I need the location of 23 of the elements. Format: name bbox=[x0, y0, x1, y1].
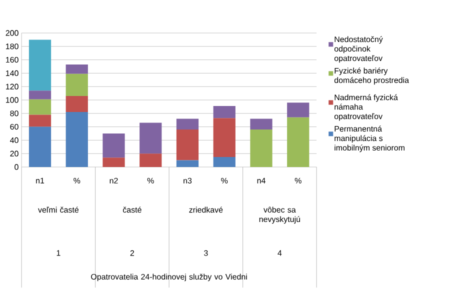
bar bbox=[176, 118, 199, 130]
bar bbox=[287, 102, 310, 118]
bar bbox=[140, 154, 162, 167]
bar bbox=[176, 160, 199, 167]
bar bbox=[66, 112, 88, 167]
bar bbox=[28, 40, 52, 91]
bar bbox=[66, 64, 88, 74]
bar bbox=[213, 156, 236, 167]
bar bbox=[66, 74, 88, 96]
bar bbox=[28, 126, 52, 167]
bar bbox=[102, 134, 125, 158]
bar bbox=[140, 122, 162, 154]
bar bbox=[28, 90, 52, 100]
bar bbox=[176, 129, 199, 160]
bar bbox=[250, 129, 272, 167]
bar bbox=[287, 117, 310, 167]
bar bbox=[28, 99, 52, 115]
bar bbox=[102, 158, 125, 167]
bar bbox=[250, 118, 272, 130]
bar bbox=[28, 114, 52, 127]
bar bbox=[213, 106, 236, 118]
bar bbox=[213, 118, 236, 157]
bar bbox=[66, 96, 88, 112]
